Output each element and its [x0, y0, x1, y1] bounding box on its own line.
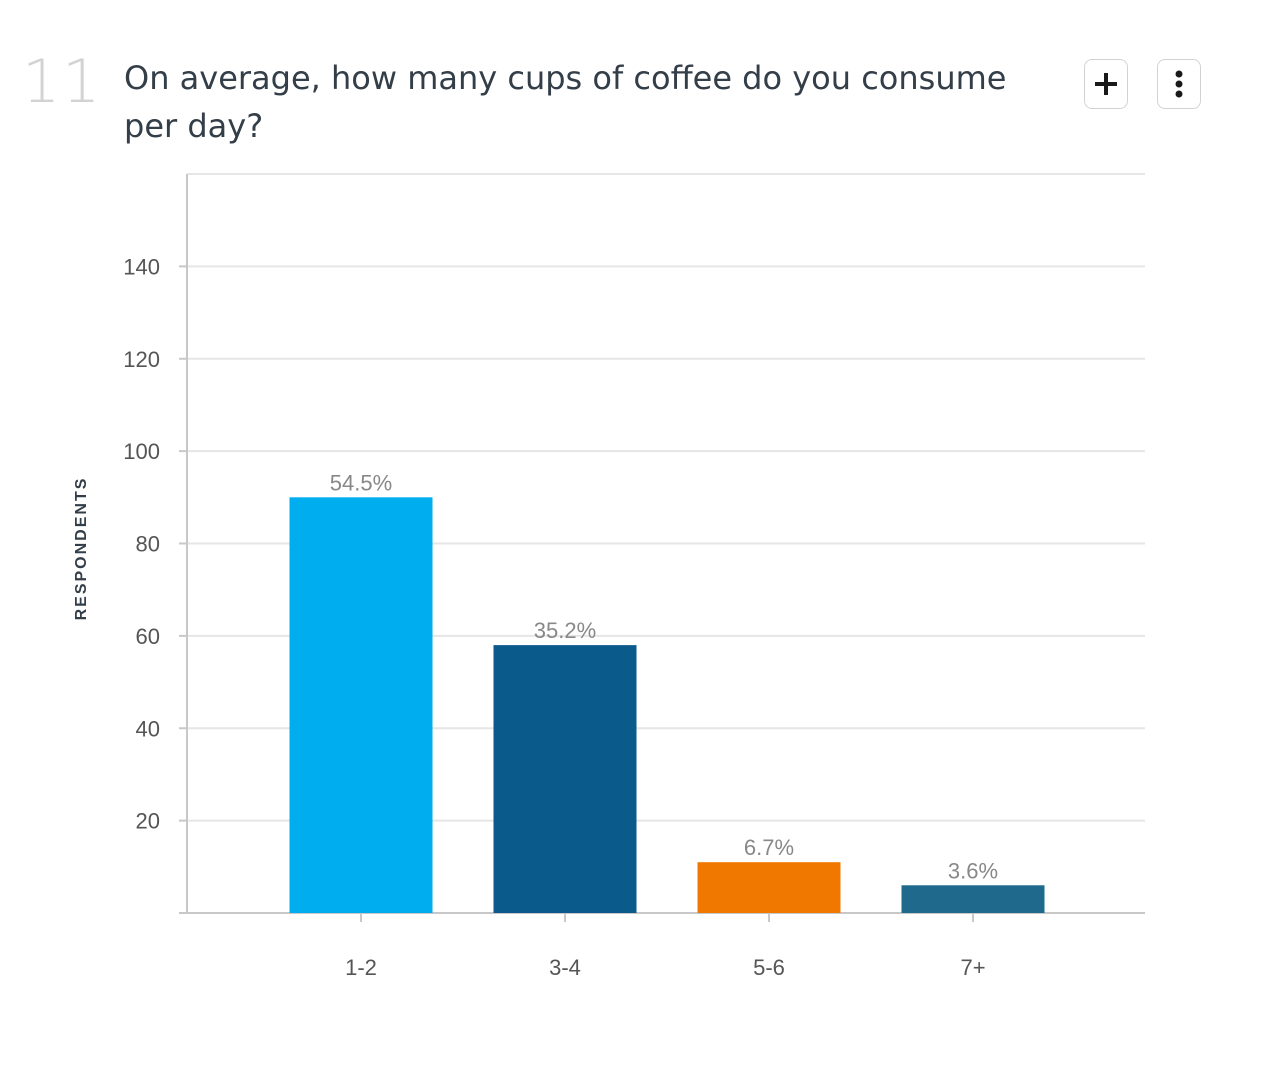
- x-tick-label: 5-6: [753, 955, 785, 980]
- plus-icon: [1095, 73, 1117, 95]
- y-tick-label: 120: [123, 347, 160, 372]
- x-tick-label: 3-4: [549, 955, 581, 980]
- data-label: 35.2%: [534, 618, 596, 643]
- y-tick-label: 140: [123, 254, 160, 279]
- data-label: 54.5%: [330, 470, 392, 495]
- y-tick-label: 100: [123, 439, 160, 464]
- y-tick-label: 80: [136, 532, 160, 557]
- y-tick-label: 40: [136, 716, 160, 741]
- bar-7+[interactable]: [901, 885, 1045, 913]
- more-options-button[interactable]: [1157, 59, 1201, 109]
- bar-3-4[interactable]: [493, 645, 637, 913]
- add-button[interactable]: [1084, 59, 1128, 109]
- y-tick-label: 20: [136, 809, 160, 834]
- bar-5-6[interactable]: [697, 862, 841, 913]
- question-title: On average, how many cups of coffee do y…: [124, 59, 1007, 145]
- y-axis-title: RESPONDENTS: [73, 477, 90, 621]
- y-tick-label: 60: [136, 624, 160, 649]
- bar-1-2[interactable]: [289, 497, 433, 913]
- x-tick-label: 1-2: [345, 955, 377, 980]
- data-label: 3.6%: [948, 858, 998, 883]
- x-tick-label: 7+: [960, 955, 985, 980]
- vertical-ellipsis-icon: [1175, 70, 1183, 98]
- question-number: 11: [22, 47, 103, 117]
- data-label: 6.7%: [744, 835, 794, 860]
